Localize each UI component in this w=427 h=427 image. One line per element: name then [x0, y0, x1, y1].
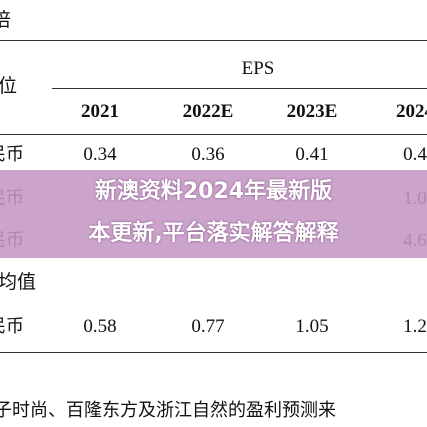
- row-label: 民币: [0, 144, 24, 165]
- cell: 0.41: [295, 144, 329, 165]
- column-header: 2021: [81, 101, 119, 122]
- column-header: 2022E: [182, 101, 234, 122]
- group-header: EPS: [241, 58, 275, 79]
- cell: 0.58: [83, 316, 117, 337]
- rule: [0, 352, 427, 353]
- row-label: 民币: [0, 316, 24, 337]
- column-header: 2024: [396, 101, 427, 122]
- cell: 0.4: [403, 144, 427, 165]
- cell: 0.77: [191, 316, 225, 337]
- top-label: 倍: [0, 10, 12, 31]
- banner-line: 新澳资料2024年最新版: [94, 179, 333, 204]
- cell: 1.05: [295, 316, 329, 337]
- column-header: 2023E: [286, 101, 338, 122]
- rule: [52, 88, 427, 89]
- section-label: 均值: [0, 272, 37, 293]
- cell: 1.2: [403, 316, 427, 337]
- cell: 0.34: [83, 144, 117, 165]
- banner: 新澳资料2024年最新版 本更新,平台落实解答解释: [0, 170, 427, 258]
- rule: [0, 40, 427, 41]
- unit-label: 位: [0, 76, 18, 97]
- cell: 0.36: [191, 144, 225, 165]
- banner-line: 本更新,平台落实解答解释: [88, 221, 339, 246]
- footnote: 子时尚、百隆东方及浙江自然的盈利预测来: [0, 400, 336, 421]
- rule: [0, 134, 427, 135]
